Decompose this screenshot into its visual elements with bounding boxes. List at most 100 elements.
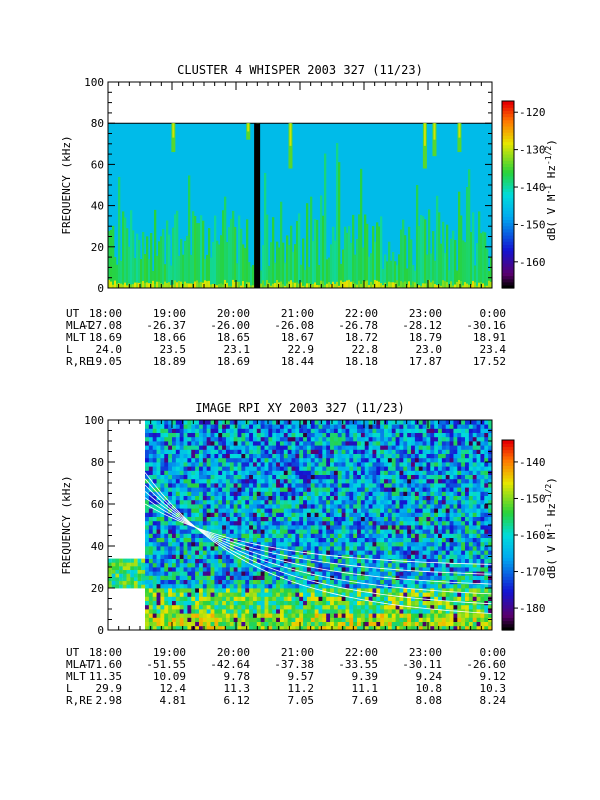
spectrogram-cell	[295, 550, 300, 555]
spectrogram-cell	[268, 600, 273, 606]
spectrogram-cell	[478, 282, 481, 288]
spectrogram-cell	[306, 562, 312, 568]
spectrogram-cell	[411, 478, 416, 484]
spectrogram-cell	[256, 625, 262, 631]
spectrogram-cell	[453, 567, 458, 572]
spectrogram-cell	[434, 621, 439, 627]
spectrogram-cell	[295, 474, 300, 480]
spectrogram-cell	[225, 436, 231, 442]
spectrogram-cell	[145, 596, 150, 601]
spectrogram-cell	[252, 520, 258, 526]
spectrogram-cell	[145, 525, 150, 530]
spectrogram-cell	[136, 282, 139, 288]
spectrogram-cell	[376, 457, 381, 463]
spectrogram-cell	[198, 512, 204, 517]
spectrogram-cell	[430, 453, 435, 459]
spectrogram-cell	[245, 529, 250, 534]
spectrogram-cell	[175, 466, 181, 471]
spectrogram-cell	[183, 504, 188, 509]
spectrogram-cell	[168, 432, 173, 438]
spectrogram-cell	[445, 625, 450, 631]
spectrogram-cell	[414, 537, 420, 543]
spectrogram-cell	[210, 424, 215, 429]
spectrogram-cell	[152, 600, 157, 606]
spectrogram-cell	[233, 508, 238, 513]
spectrogram-cell	[168, 495, 173, 501]
spectrogram-cell	[168, 474, 173, 480]
spectrogram-cell	[287, 499, 292, 505]
spectrogram-cell	[445, 525, 450, 530]
spectrogram-cell	[145, 579, 150, 585]
spectrogram-cell	[164, 512, 169, 517]
colorbar-cell	[502, 150, 514, 155]
spectrogram-cell	[395, 525, 400, 530]
spectrogram-cell	[195, 424, 200, 429]
spectrogram-cell	[303, 600, 308, 606]
spectrogram-cell	[233, 462, 238, 467]
spectrogram-cell	[179, 609, 184, 614]
spectrogram-cell	[430, 466, 435, 471]
spectrogram-cell	[283, 457, 289, 463]
spectrogram-cell	[318, 541, 323, 547]
spectrogram-cell	[357, 516, 362, 522]
spectrogram-cell	[341, 546, 346, 551]
spectrogram-cell	[411, 483, 416, 488]
spectrogram-cell	[418, 613, 423, 618]
spectrogram-cell	[449, 466, 454, 471]
spectrogram-cell	[283, 449, 289, 454]
spectrogram-cell	[330, 516, 335, 522]
spectrogram-cell	[233, 596, 238, 601]
spectrogram-cell	[349, 491, 354, 496]
spectrogram-cell	[218, 428, 223, 433]
spectrogram-cell	[438, 495, 443, 501]
spectrogram-cell	[191, 508, 196, 513]
spectrogram-cell	[291, 571, 296, 576]
spectrogram-cell	[345, 512, 350, 517]
spectrogram-cell	[468, 424, 474, 429]
y-tick-label: 20	[91, 241, 104, 254]
spectrogram-cell	[214, 424, 219, 429]
spectrogram-cell	[175, 537, 181, 543]
spectrogram-cell	[345, 466, 350, 471]
spectrogram-cell	[148, 474, 154, 480]
spectrogram-cell	[357, 609, 362, 614]
spectrogram-cell	[391, 449, 397, 454]
spectrogram-cell	[453, 604, 458, 610]
spectrogram-cell	[210, 604, 215, 610]
spectrogram-cell	[237, 424, 242, 429]
spectrogram-cell	[299, 424, 304, 429]
spectrogram-cell	[145, 445, 150, 450]
spectrogram-cell	[279, 529, 285, 534]
spectrogram-cell	[279, 550, 285, 555]
spectrogram-cell	[476, 512, 481, 517]
spectrogram-cell	[229, 483, 235, 488]
spectrogram-cell	[264, 428, 269, 433]
spectrogram-cell	[252, 613, 258, 618]
spectrogram-cell	[341, 466, 346, 471]
spectrogram-cell	[391, 609, 397, 614]
spectrogram-cell	[395, 609, 400, 614]
spectrogram-cell	[337, 525, 343, 530]
spectrogram-cell	[318, 478, 323, 484]
spectrogram-cell	[430, 613, 435, 618]
spectrogram-cell	[464, 282, 467, 288]
spectrogram-cell	[476, 474, 481, 480]
spectrogram-cell	[249, 575, 254, 580]
spectrogram-cell	[191, 537, 196, 543]
spectrogram-cell	[241, 567, 246, 572]
spectrogram-cell	[249, 491, 254, 496]
spectrogram-cell	[312, 283, 315, 288]
spectrogram-cell	[178, 280, 181, 288]
spectrogram-cell	[214, 483, 219, 488]
spectrogram-cell	[274, 262, 277, 288]
spectrogram-cell	[206, 504, 211, 509]
spectrogram-cell	[403, 558, 408, 564]
spectrogram-cell	[303, 466, 308, 471]
spectrogram-cell	[260, 512, 265, 517]
spectrogram-cell	[152, 567, 157, 572]
spectrogram-cell	[337, 436, 343, 442]
spectrogram-cell	[222, 499, 227, 505]
spectrogram-cell	[160, 525, 165, 530]
spectrogram-cell	[407, 537, 412, 543]
spectrogram-cell	[249, 441, 254, 446]
